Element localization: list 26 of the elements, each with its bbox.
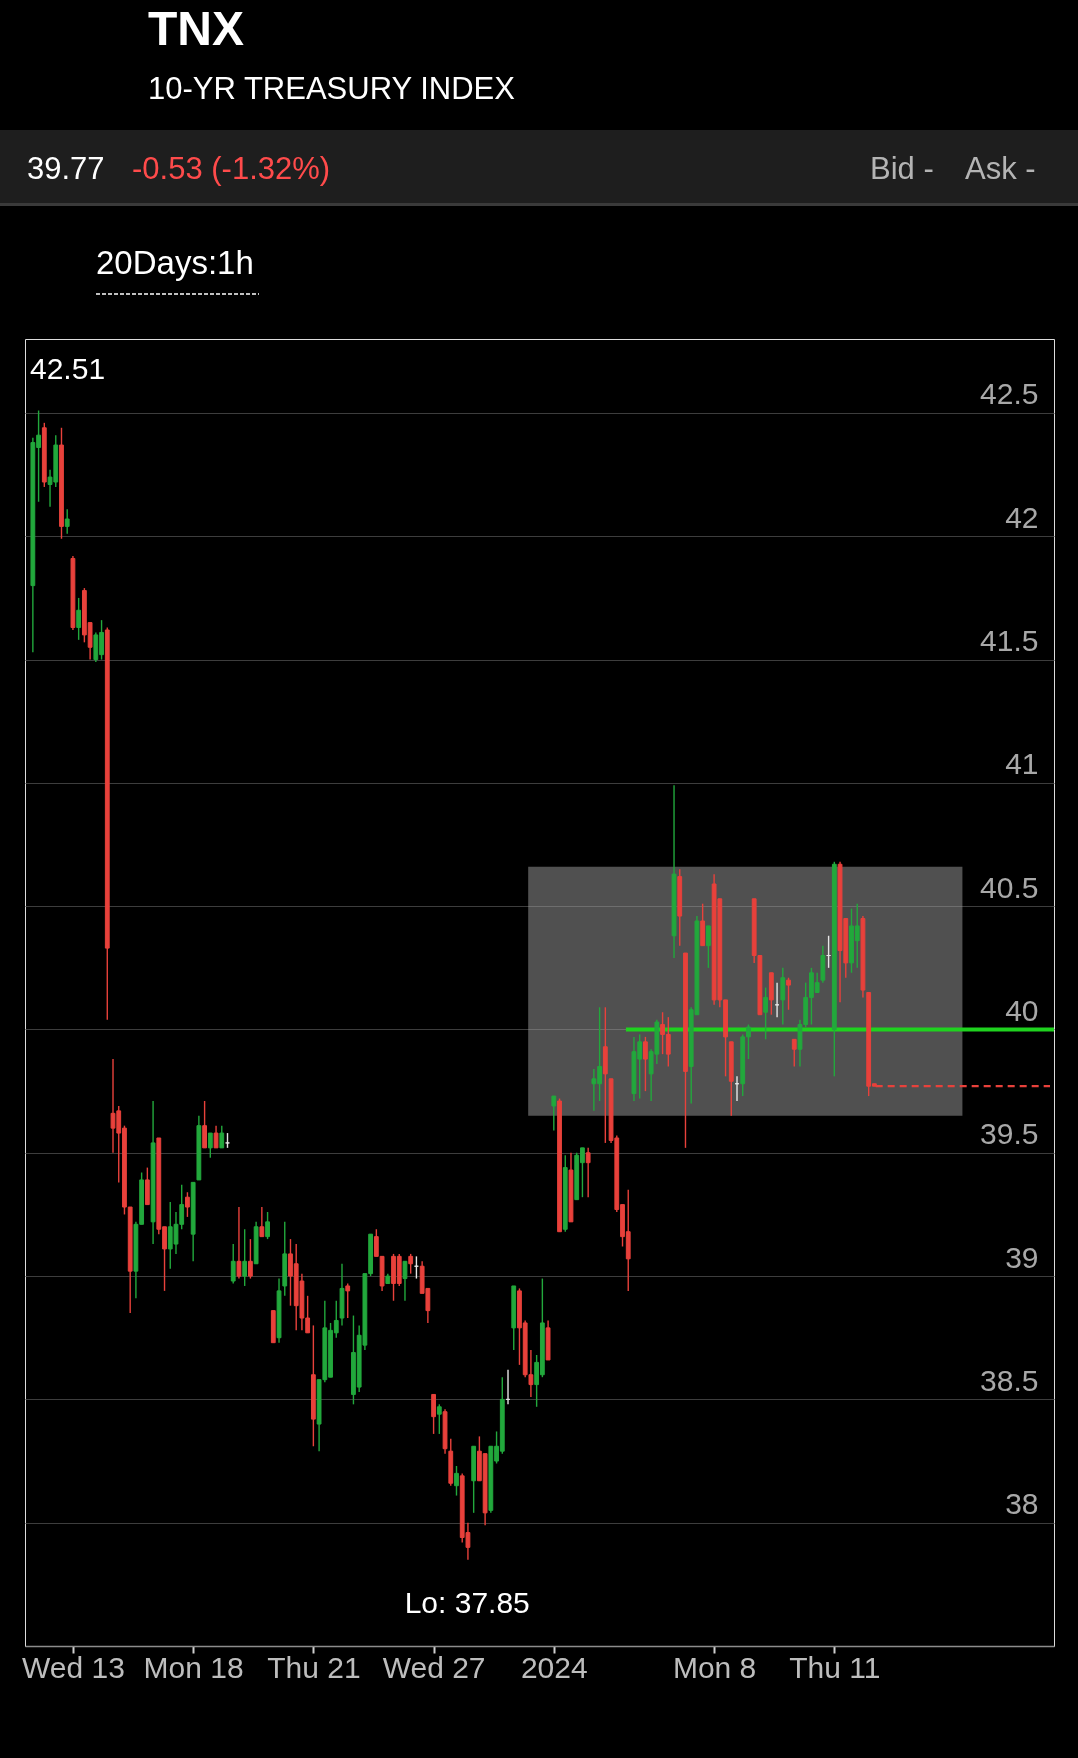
text: 20Days:1h xyxy=(96,244,254,281)
x-tick-label: Mon 18 xyxy=(143,1650,244,1684)
y-tick-label: 39.5 xyxy=(980,1117,1039,1151)
y-tick-label: 41.5 xyxy=(980,624,1039,658)
y-tick-label: 41 xyxy=(1005,747,1039,781)
y-tick-label: 40 xyxy=(1005,993,1039,1027)
annotation: 42.51 xyxy=(30,352,106,385)
y-tick-label: 39 xyxy=(1005,1240,1039,1274)
y-tick-label: 38 xyxy=(1005,1487,1039,1521)
x-tick-label: Wed 27 xyxy=(382,1650,486,1684)
x-tick-label: 2024 xyxy=(520,1650,588,1684)
x-tick-label: Mon 8 xyxy=(672,1650,757,1684)
y-tick-label: 38.5 xyxy=(980,1363,1039,1397)
y-tick-label: 42 xyxy=(1005,500,1039,534)
y-tick-label: 42.5 xyxy=(980,377,1039,411)
chart-title: TNX xyxy=(148,2,244,55)
annotation: Lo: 37.85 xyxy=(404,1585,530,1619)
text: 39.77 xyxy=(27,151,105,186)
text: Ask - xyxy=(965,151,1036,186)
x-tick-label: Thu 21 xyxy=(267,1650,361,1684)
y-tick-label: 40.5 xyxy=(980,870,1039,904)
x-tick-label: Wed 13 xyxy=(22,1650,125,1684)
x-tick-label: Thu 11 xyxy=(789,1650,881,1684)
text: -0.53 (-1.32%) xyxy=(132,151,331,186)
text: Bid - xyxy=(870,151,934,186)
chart-subtitle: 10-YR TREASURY INDEX xyxy=(148,71,516,106)
